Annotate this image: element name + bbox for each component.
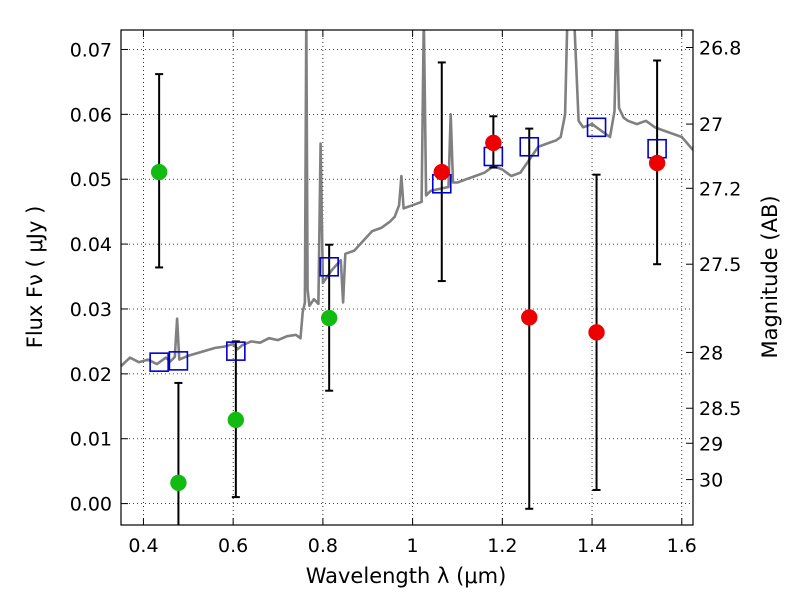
model-square-marker bbox=[519, 136, 540, 157]
observed-point bbox=[485, 134, 502, 152]
model-square-marker bbox=[168, 351, 189, 371]
observed-point bbox=[433, 163, 451, 181]
data-layer bbox=[121, 30, 693, 525]
y-tick-label: 0.02 bbox=[70, 364, 112, 386]
y-tick-label: 0.04 bbox=[70, 234, 112, 256]
x-tick-label: 0.4 bbox=[128, 535, 158, 557]
y-tick-label: 0.06 bbox=[70, 104, 112, 126]
x-tick-label: 1.4 bbox=[577, 535, 607, 557]
model-square-marker bbox=[226, 341, 246, 361]
spectrum-line bbox=[121, 30, 693, 368]
gridlines bbox=[121, 30, 693, 525]
y-tick-label: 0.05 bbox=[70, 169, 112, 191]
x-tick-label: 0.6 bbox=[218, 535, 248, 557]
observed-point bbox=[521, 309, 538, 326]
right-tick-label: 27.2 bbox=[699, 178, 741, 200]
x-tick-label: 1.6 bbox=[667, 535, 697, 557]
y-tick-label: 0.01 bbox=[70, 429, 112, 451]
model-square-marker bbox=[319, 256, 339, 277]
y-tick-label: 0.03 bbox=[70, 299, 112, 321]
x-axis-label: Wavelength λ (μm) bbox=[306, 564, 507, 588]
right-tick-label: 30 bbox=[699, 470, 723, 492]
right-tick-label: 27 bbox=[699, 114, 723, 136]
tick-labels: 0.4 0.6 0.8 1 1.2 1.4 1.6 0.00 0.01 0.02 0.03 0.04 0… bbox=[70, 38, 742, 557]
observed-point bbox=[648, 154, 666, 172]
axes bbox=[120, 29, 694, 526]
right-tick-label: 28.5 bbox=[699, 398, 741, 420]
plot-frame bbox=[120, 29, 694, 526]
right-tick-label: 29 bbox=[699, 433, 723, 455]
observed-point bbox=[320, 309, 338, 327]
right-tick-label: 26.8 bbox=[699, 38, 741, 60]
right-tick-label: 28 bbox=[699, 342, 723, 364]
model-square-marker bbox=[586, 117, 607, 138]
observed-point bbox=[227, 411, 245, 429]
model-square-marker bbox=[149, 352, 169, 372]
y-axis-label: Flux Fν ( μJy ) bbox=[23, 206, 47, 349]
x-tick-label: 0.8 bbox=[308, 535, 338, 557]
x-tick-label: 1.2 bbox=[487, 535, 517, 557]
observed-point bbox=[588, 324, 605, 341]
y-tick-label: 0.00 bbox=[70, 494, 112, 516]
x-tick-label: 1 bbox=[407, 535, 419, 557]
right-tick-label: 27.5 bbox=[699, 254, 741, 276]
plot-area bbox=[121, 30, 693, 525]
observed-point bbox=[150, 163, 168, 181]
right-axis-label: Magnitude (AB) bbox=[758, 195, 782, 358]
observed-point bbox=[170, 474, 187, 492]
y-tick-label: 0.07 bbox=[70, 39, 112, 61]
